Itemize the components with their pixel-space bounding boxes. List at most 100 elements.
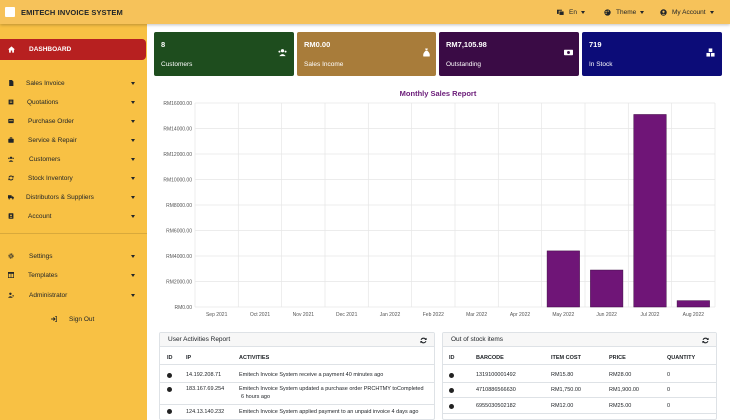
chevron-down-icon <box>131 214 135 218</box>
item-quantity: 0 <box>667 372 671 378</box>
sidebar-divider <box>0 233 147 234</box>
chevron-down-icon <box>131 293 135 297</box>
theme-dropdown[interactable]: Theme <box>604 0 645 24</box>
chevron-down-icon <box>640 10 645 14</box>
chevron-down-icon <box>131 273 135 277</box>
brand[interactable]: EMITECH INVOICE SYSTEM <box>0 0 123 24</box>
item-barcode: 1319100001492 <box>476 372 516 378</box>
table-divider <box>160 382 434 383</box>
outstanding-card[interactable]: RM7,105.98 Outstanding <box>439 32 579 76</box>
activity-time: 6 hours ago <box>241 394 271 400</box>
sidebar-item-settings[interactable]: Settings <box>0 248 147 264</box>
x-tick-label: May 2022 <box>552 312 574 318</box>
sidebar-item-sales-invoice[interactable]: Sales Invoice <box>0 75 147 91</box>
x-tick-label: Jun 2022 <box>596 312 617 318</box>
card-value: 719 <box>589 40 602 49</box>
chevron-down-icon <box>131 176 135 180</box>
panel-title: User Activities Report <box>168 336 231 343</box>
sidebar-item-administrator[interactable]: Administrator <box>0 287 147 303</box>
language-dropdown[interactable]: En <box>557 0 585 24</box>
card-label: Customers <box>161 61 193 68</box>
chart-bar <box>590 269 624 308</box>
y-tick-label: RM6000.00 <box>166 228 192 234</box>
account-dropdown[interactable]: My Account <box>660 0 714 24</box>
in-stock-card[interactable]: 719 In Stock <box>582 32 722 76</box>
sidebar-item-purchase-order[interactable]: Purchase Order <box>0 113 147 129</box>
activity-ip: 183.167.69.254 <box>186 386 225 392</box>
column-header-ip: IP <box>186 355 192 361</box>
logo-icon <box>5 7 15 17</box>
bullet-icon <box>449 404 454 409</box>
item-quantity: 0 <box>667 403 671 409</box>
item-barcode: 4710886566630 <box>476 387 516 393</box>
app-title: EMITECH INVOICE SYSTEM <box>21 7 123 17</box>
home-icon <box>8 46 15 53</box>
table-divider <box>443 382 716 383</box>
user-circle-icon <box>660 8 667 16</box>
table-divider <box>443 364 716 365</box>
truck-icon <box>8 195 14 200</box>
theme-label: Theme <box>616 8 637 16</box>
column-header-barcode: BARCODE <box>476 355 504 361</box>
x-tick-label: Sep 2021 <box>206 312 228 318</box>
quotation-icon <box>8 99 14 105</box>
activity-text: Emitech Invoice System applied payment t… <box>239 409 419 415</box>
users-icon <box>278 49 287 57</box>
admin-icon <box>8 292 14 298</box>
sidebar: DASHBOARD Sales Invoice Quotations Purch… <box>0 24 147 420</box>
sidebar-item-label: Stock Inventory <box>28 174 73 182</box>
chart-bar <box>633 114 667 308</box>
top-bar: EMITECH INVOICE SYSTEM En Theme My Accou… <box>0 0 730 24</box>
activity-text: Emitech Invoice System updated a purchas… <box>239 386 424 392</box>
sidebar-item-label: Sales Invoice <box>26 79 65 87</box>
refresh-icon[interactable] <box>702 337 709 344</box>
sidebar-item-distributors[interactable]: Distributors & Suppliers <box>0 189 147 205</box>
sidebar-item-label: Distributors & Suppliers <box>26 193 94 201</box>
item-price: RM28.00 <box>609 372 632 378</box>
bullet-icon <box>167 409 172 414</box>
cash-icon <box>564 49 573 56</box>
item-quantity: 0 <box>667 387 671 393</box>
chevron-down-icon <box>131 254 135 258</box>
panel-header: Out of stock items <box>443 333 716 347</box>
out-of-stock-panel: Out of stock items ID BARCODE ITEM COST … <box>442 332 717 420</box>
language-icon <box>557 9 564 16</box>
x-tick-label: Oct 2021 <box>250 312 271 318</box>
item-cost: RM12.00 <box>551 403 574 409</box>
sidebar-item-label: Purchase Order <box>28 117 74 125</box>
y-tick-label: RM2000.00 <box>166 279 192 285</box>
customers-card[interactable]: 8 Customers <box>154 32 294 76</box>
card-label: Sales Income <box>304 61 344 68</box>
sync-icon <box>8 175 14 181</box>
activity-ip: 124.13.140.232 <box>186 409 225 415</box>
money-bag-icon <box>423 48 430 57</box>
column-header-item-cost: ITEM COST <box>551 355 581 361</box>
sidebar-item-service-repair[interactable]: Service & Repair <box>0 132 147 148</box>
refresh-icon[interactable] <box>420 337 427 344</box>
x-tick-label: Jul 2022 <box>641 312 660 318</box>
sign-out-icon <box>51 316 57 322</box>
chevron-down-icon <box>709 10 714 14</box>
sidebar-item-templates[interactable]: Templates <box>0 267 147 283</box>
bullet-icon <box>449 373 454 378</box>
x-tick-label: Aug 2022 <box>683 312 705 318</box>
chevron-down-icon <box>131 157 135 161</box>
panel-title: Out of stock items <box>451 336 504 343</box>
sidebar-item-quotations[interactable]: Quotations <box>0 94 147 110</box>
chart-title: Monthly Sales Report <box>399 89 477 98</box>
chevron-down-icon <box>131 119 135 123</box>
sidebar-item-account[interactable]: Account <box>0 208 147 224</box>
sidebar-item-stock-inventory[interactable]: Stock Inventory <box>0 170 147 186</box>
column-header-quantity: QUANTITY <box>667 355 696 361</box>
column-header-id: ID <box>167 355 173 361</box>
sidebar-item-customers[interactable]: Customers <box>0 151 147 167</box>
activity-ip: 14.192.208.71 <box>186 372 222 378</box>
sales-income-card[interactable]: RM0.00 Sales Income <box>297 32 436 76</box>
item-price: RM1,900.00 <box>609 387 639 393</box>
y-tick-label: RM0.00 <box>174 305 192 311</box>
sidebar-item-dashboard[interactable]: DASHBOARD <box>0 39 146 60</box>
monthly-sales-chart: RM0.00 RM2000.00 RM4000.00 RM6000.00 RM8000.… <box>163 101 716 318</box>
cubes-icon <box>706 48 715 57</box>
column-header-price: PRICE <box>609 355 626 361</box>
sign-out-button[interactable]: Sign Out <box>0 311 147 327</box>
